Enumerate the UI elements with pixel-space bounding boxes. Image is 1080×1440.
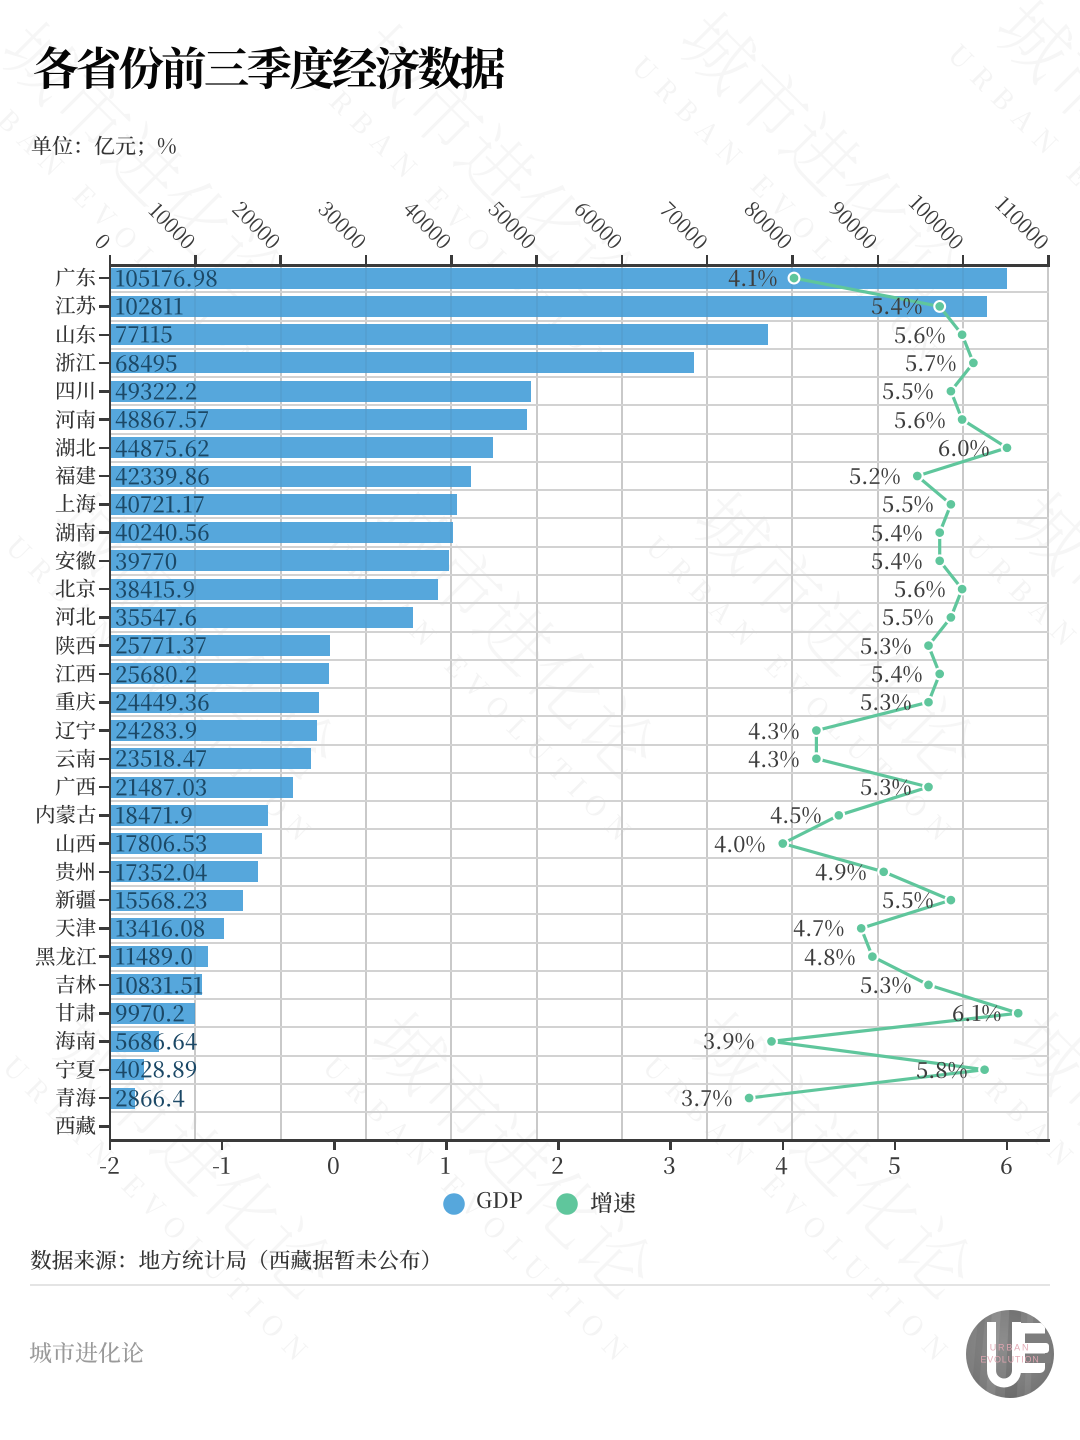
svg-text:EVOLUTION: EVOLUTION [980, 1355, 1039, 1365]
svg-text:URBAN: URBAN [990, 1343, 1031, 1353]
